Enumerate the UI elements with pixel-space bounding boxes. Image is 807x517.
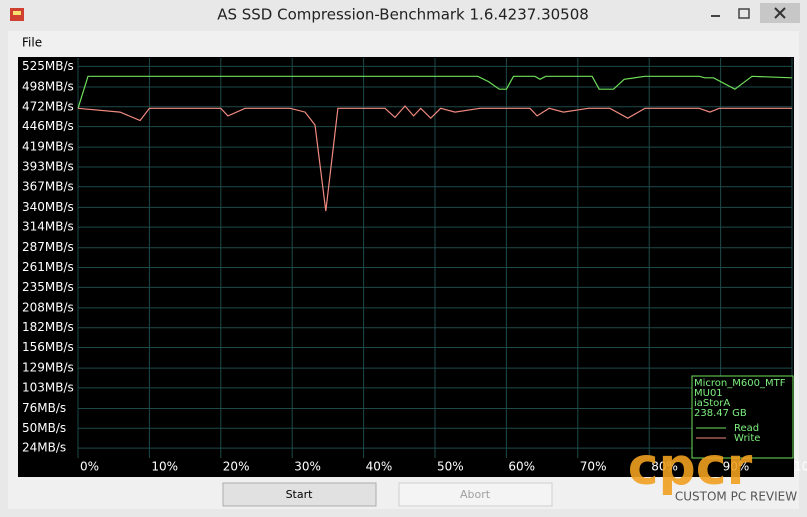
y-tick-label: 472MB/s	[22, 99, 74, 113]
start-button[interactable]	[222, 482, 377, 507]
y-tick-label: 156MB/s	[22, 340, 74, 354]
x-tick-label: 70%	[580, 460, 607, 474]
y-tick-label: 235MB/s	[22, 280, 74, 294]
series-line	[77, 75, 793, 109]
y-tick-label: 208MB/s	[22, 300, 74, 314]
x-tick-label: 60%	[508, 460, 535, 474]
abort-label: Abort	[460, 488, 491, 501]
x-tick-label: 40%	[366, 460, 393, 474]
driver: iaStorA	[694, 398, 730, 409]
legend-label: Write	[734, 433, 760, 444]
y-tick-label: 50MB/s	[22, 421, 66, 435]
x-tick-label: 30%	[294, 460, 321, 474]
x-tick-label: 0%	[80, 460, 99, 474]
y-tick-label: 76MB/s	[22, 401, 66, 415]
maximize-icon	[738, 8, 750, 19]
x-tick-label: 20%	[223, 460, 250, 474]
y-tick-label: 287MB/s	[22, 240, 74, 254]
start-label: Start	[286, 488, 314, 501]
chart-background	[18, 57, 794, 477]
drive-model: Micron_M600_MTF	[694, 378, 786, 389]
legend-label: Read	[734, 423, 759, 434]
y-tick-label: 498MB/s	[22, 79, 74, 93]
y-tick-label: 182MB/s	[22, 320, 74, 334]
close-icon	[774, 7, 786, 19]
x-tick-label: 90%	[723, 460, 750, 474]
x-tick-label: 50%	[437, 460, 464, 474]
y-tick-label: 393MB/s	[22, 159, 74, 173]
menu-file[interactable]: File	[22, 36, 42, 50]
y-tick-label: 314MB/s	[22, 220, 74, 234]
watermark-text: CUSTOM PC REVIEW	[675, 490, 797, 504]
app-icon-detail	[13, 11, 21, 15]
firmware: MU01	[694, 388, 723, 399]
window-title: AS SSD Compression-Benchmark 1.6.4237.30…	[217, 6, 589, 24]
x-tick-label: 100%	[794, 460, 807, 474]
series-line	[77, 105, 792, 212]
y-tick-label: 446MB/s	[22, 119, 74, 133]
y-tick-label: 367MB/s	[22, 179, 74, 193]
capacity: 238.47 GB	[694, 408, 747, 419]
y-tick-label: 261MB/s	[22, 260, 74, 274]
y-tick-label: 103MB/s	[22, 380, 74, 394]
legend-box	[691, 375, 794, 459]
y-tick-label: 129MB/s	[22, 361, 74, 375]
watermark-logo: cpcr	[628, 437, 753, 497]
y-tick-label: 24MB/s	[22, 441, 66, 455]
x-tick-label: 80%	[651, 460, 678, 474]
y-tick-label: 340MB/s	[22, 200, 74, 214]
x-tick-label: 10%	[151, 460, 178, 474]
y-tick-label: 525MB/s	[22, 59, 74, 73]
abort-button[interactable]	[398, 482, 553, 507]
y-tick-label: 419MB/s	[22, 140, 74, 154]
